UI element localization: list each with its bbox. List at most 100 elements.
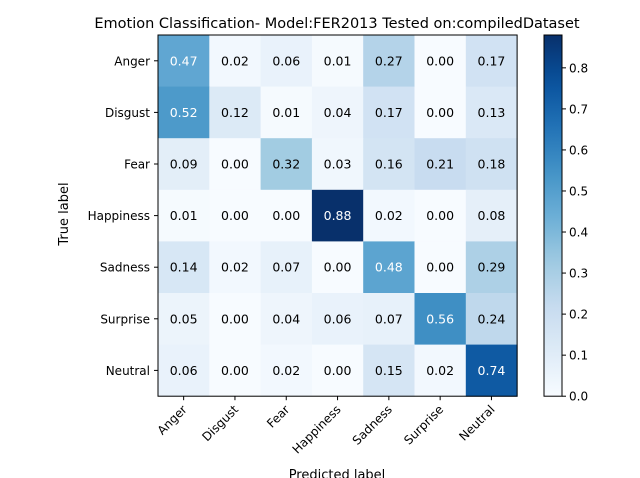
- cell-value-label: 0.15: [375, 363, 403, 378]
- x-tick-label: Surprise: [401, 402, 446, 447]
- heatmap-cell: [465, 35, 518, 88]
- x-tick-label: Anger: [155, 402, 190, 437]
- chart-title: Emotion Classification- Model:FER2013 Te…: [94, 16, 580, 32]
- cell-value-label: 0.02: [221, 53, 249, 68]
- cell-value-label: 0.08: [478, 208, 506, 223]
- heatmap-cell: [158, 344, 210, 397]
- heatmap-cell: [414, 138, 467, 191]
- colorbar-tick-label: 0.8: [569, 61, 588, 75]
- cell-value-label: 0.47: [170, 53, 198, 68]
- cell-value-label: 0.32: [272, 157, 300, 172]
- heatmap-cell: [414, 241, 467, 294]
- heatmap-cell: [260, 138, 313, 191]
- cell-value-label: 0.18: [478, 157, 506, 172]
- y-tick-label: Anger: [114, 54, 150, 68]
- heatmap-cell: [260, 344, 313, 397]
- heatmap-cell: [414, 293, 467, 346]
- colorbar-tick-label: 0.5: [569, 184, 588, 198]
- cell-value-label: 0.06: [170, 363, 198, 378]
- cell-value-label: 0.48: [375, 260, 403, 275]
- colorbar-tick-label: 0.4: [569, 226, 588, 240]
- cell-value-label: 0.02: [375, 208, 403, 223]
- heatmap-cell: [158, 241, 210, 294]
- cell-value-label: 0.29: [478, 260, 506, 275]
- colorbar-tick-label: 0.1: [569, 349, 588, 363]
- heatmap-cell: [209, 241, 262, 294]
- heatmap-cell: [158, 86, 210, 139]
- heatmap-cell: [414, 86, 467, 139]
- cell-value-label: 0.24: [478, 311, 506, 326]
- heatmap-cell: [209, 138, 262, 191]
- colorbar-ticks: 0.0 0.1 0.2 0.3 0.4 0.5 0.6 0.7 0.8: [562, 61, 588, 404]
- colorbar: [543, 34, 563, 397]
- y-tick-label: Disgust: [105, 106, 150, 120]
- x-axis-label: Predicted label: [289, 468, 386, 478]
- heatmap-cell: [311, 241, 364, 294]
- y-tick-label: Surprise: [100, 312, 150, 326]
- heatmap-cell: [311, 138, 364, 191]
- heatmap-cell: [158, 138, 210, 191]
- heatmap-cell: [363, 86, 415, 139]
- cell-value-label: 0.03: [324, 157, 352, 172]
- y-tick-label: Sadness: [100, 261, 150, 275]
- cell-value-label: 0.00: [221, 157, 249, 172]
- heatmap-cell: [363, 138, 415, 191]
- heatmap-cell: [414, 189, 467, 242]
- heatmap-cell: [363, 241, 415, 294]
- cell-value-label: 0.27: [375, 53, 403, 68]
- cell-value-label: 0.06: [324, 311, 352, 326]
- cell-value-label: 0.06: [272, 53, 300, 68]
- heatmap-cell: [465, 241, 518, 294]
- heatmap-cell: [363, 189, 415, 242]
- cell-value-label: 0.21: [426, 157, 454, 172]
- x-tick-label: Fear: [264, 402, 292, 430]
- cell-value-label: 0.00: [426, 53, 454, 68]
- colorbar-tick-label: 0.7: [569, 102, 588, 116]
- cell-value-label: 0.01: [170, 208, 198, 223]
- cell-value-label: 0.00: [221, 208, 249, 223]
- heatmap-cell: [465, 293, 518, 346]
- heatmap-cell: [209, 86, 262, 139]
- heatmap-cell: [414, 344, 467, 397]
- cell-value-label: 0.00: [426, 260, 454, 275]
- cell-value-label: 0.00: [324, 260, 352, 275]
- heatmap-cell: [363, 35, 415, 88]
- heatmap-cell: [158, 189, 210, 242]
- cell-value-label: 0.00: [426, 105, 454, 120]
- heatmap-cell: [311, 86, 364, 139]
- y-axis-ticks: Anger Disgust Fear Happiness Sadness Surprise…: [88, 54, 158, 378]
- heatmap-cell: [260, 86, 313, 139]
- heatmap-cell: [260, 189, 313, 242]
- cell-value-label: 0.01: [324, 53, 352, 68]
- heatmap-cell: [260, 35, 313, 88]
- cell-value-label: 0.16: [375, 157, 403, 172]
- cell-value-label: 0.02: [426, 363, 454, 378]
- cell-value-label: 0.04: [324, 105, 352, 120]
- heatmap-cell: [209, 344, 262, 397]
- x-tick-label: Neutral: [456, 402, 497, 443]
- heatmap-cell: [465, 138, 518, 191]
- heatmap-cell: [260, 293, 313, 346]
- cell-value-label: 0.05: [170, 311, 198, 326]
- cell-value-label: 0.17: [375, 105, 403, 120]
- x-tick-label: Happiness: [290, 402, 344, 456]
- heatmap-cell: [465, 344, 518, 397]
- cell-value-label: 0.09: [170, 157, 198, 172]
- heatmap-cell: [363, 293, 415, 346]
- colorbar-tick-label: 0.2: [569, 308, 588, 322]
- y-tick-label: Happiness: [88, 209, 150, 223]
- heatmap-cell: [158, 293, 210, 346]
- cell-value-label: 0.00: [272, 208, 300, 223]
- heatmap-cell: [414, 35, 467, 88]
- y-tick-label: Fear: [124, 158, 150, 172]
- heatmap-cells: [158, 35, 518, 397]
- cell-value-label: 0.00: [324, 363, 352, 378]
- cell-value-label: 0.07: [272, 260, 300, 275]
- cell-value-label: 0.02: [221, 260, 249, 275]
- heatmap-cell: [311, 189, 364, 242]
- heatmap-cell: [311, 344, 364, 397]
- heatmap-cell: [311, 35, 364, 88]
- colorbar-tick-label: 0.0: [569, 390, 588, 404]
